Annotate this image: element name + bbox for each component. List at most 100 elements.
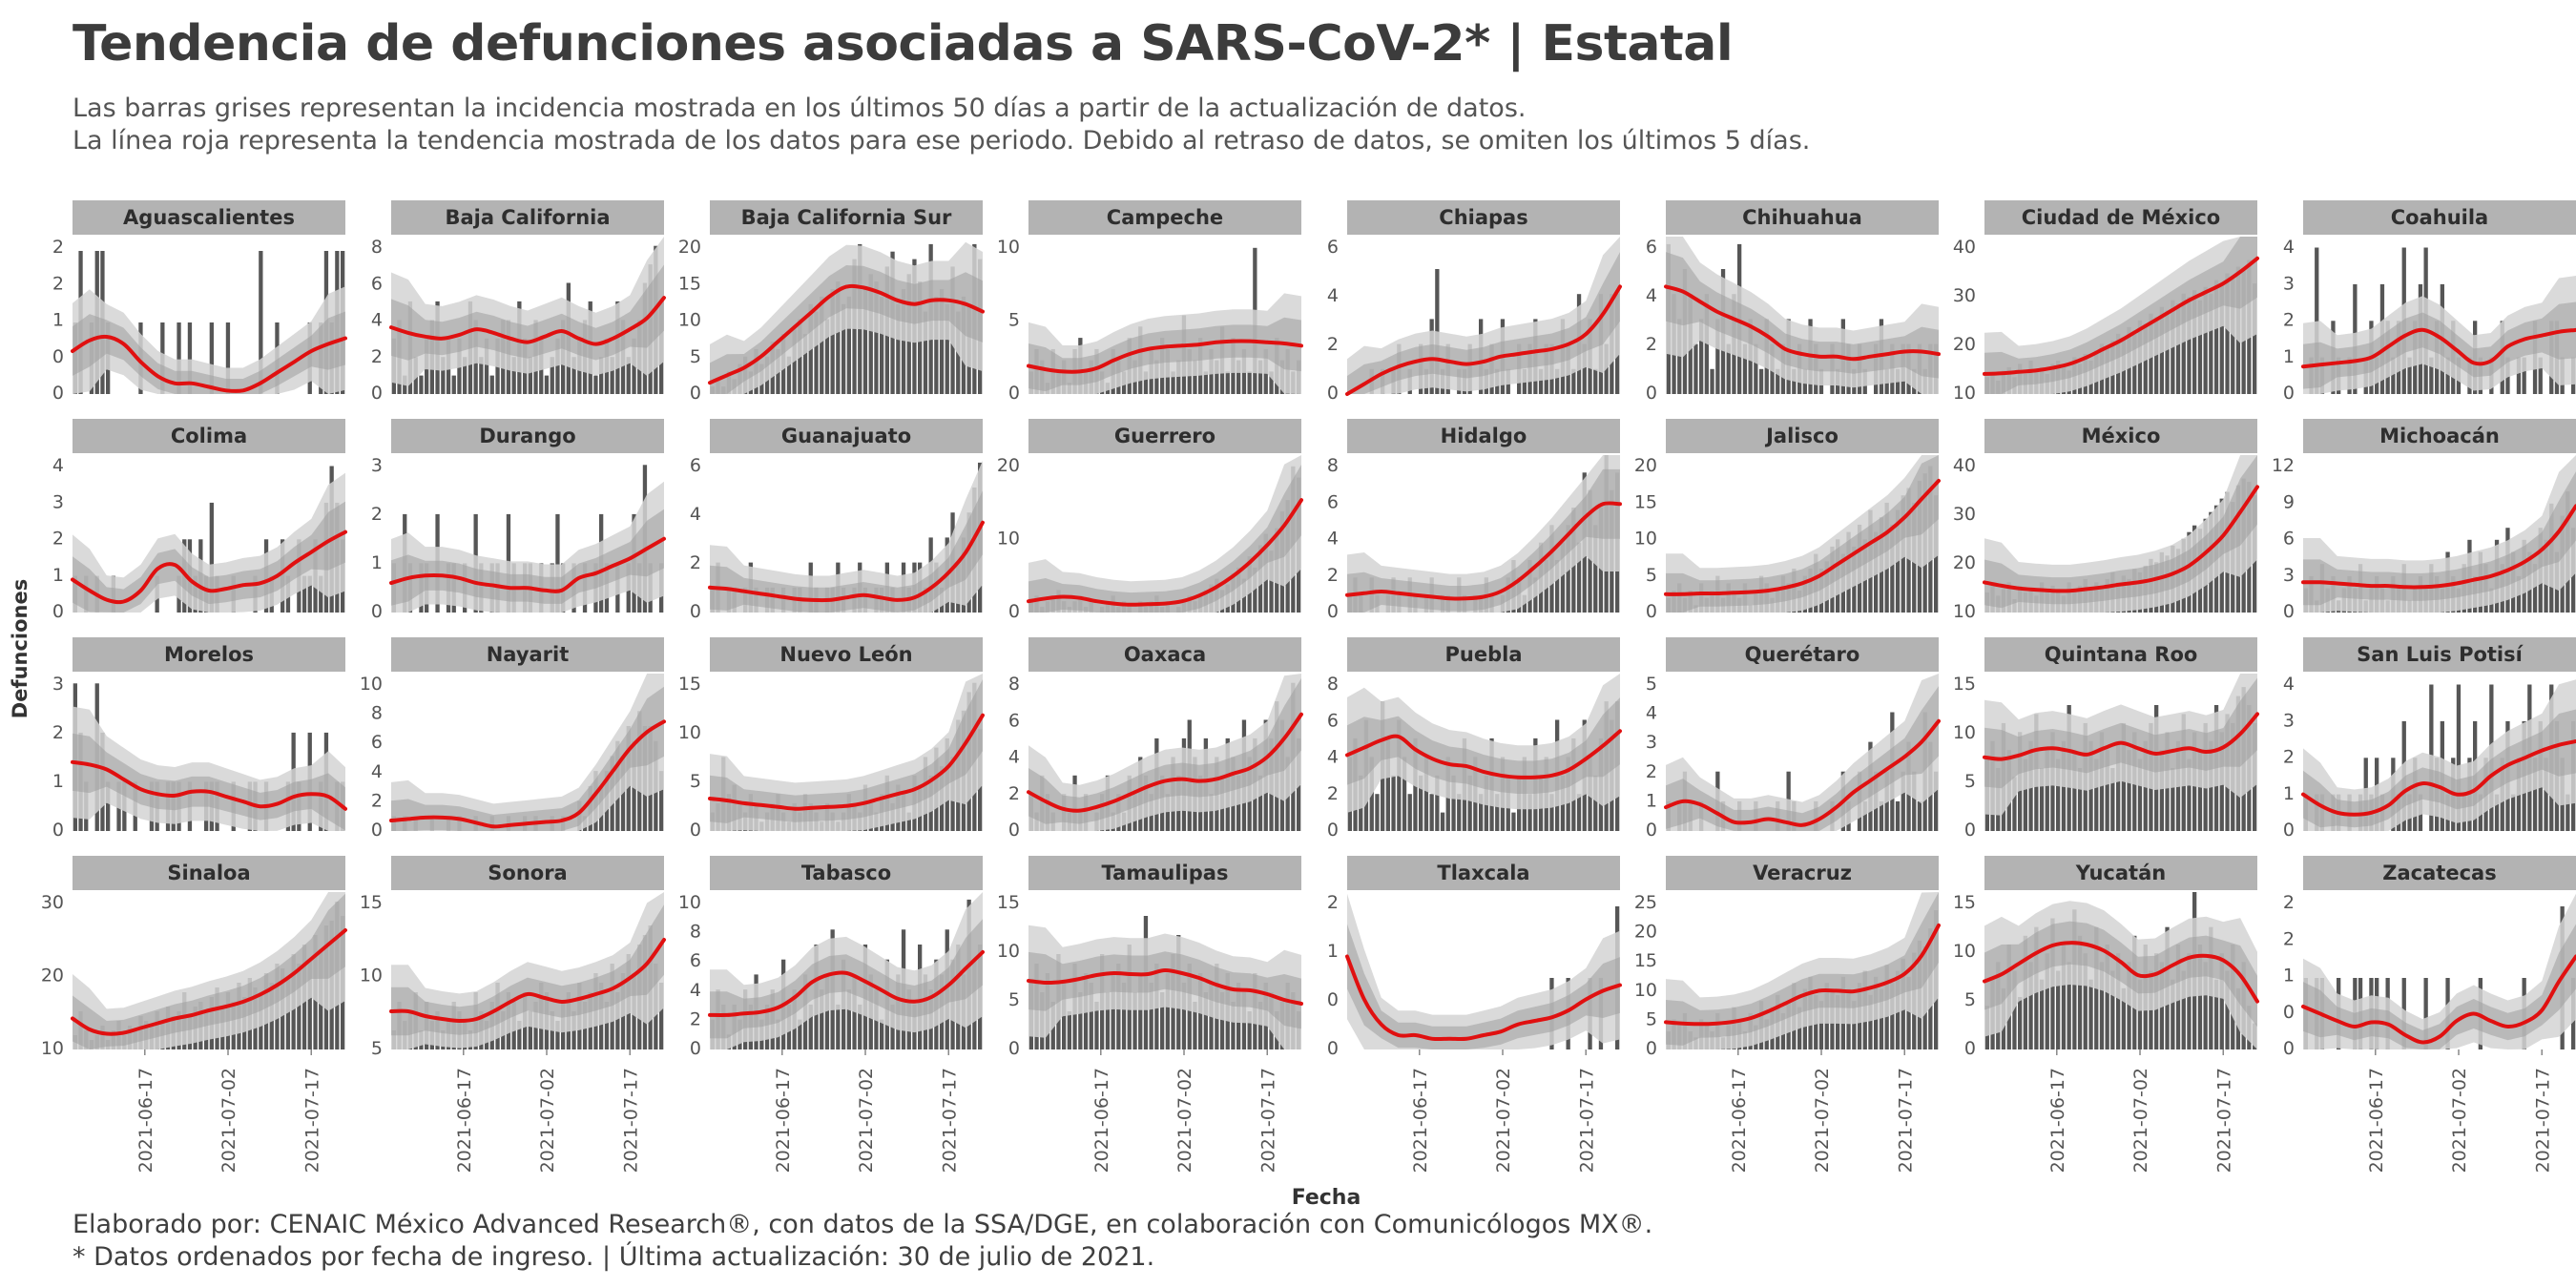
panel-19: Nuevo León 0 5 10 15: [678, 637, 985, 841]
bar: [1257, 775, 1263, 831]
y-tick-label: 0: [371, 601, 383, 622]
bar: [1571, 368, 1576, 394]
bar: [419, 375, 424, 394]
trend-line: [1027, 339, 1303, 374]
y-tick-label: 2: [1327, 334, 1339, 355]
panel-16: Michoacán 0 3 6 9 12: [2272, 419, 2576, 622]
trend-line: [71, 334, 347, 393]
y-tick-label: 6: [690, 455, 701, 476]
bar: [2175, 303, 2181, 394]
bar: [1385, 737, 1390, 831]
bar: [1402, 757, 1407, 831]
bar: [896, 303, 901, 394]
panel-strip: [1347, 856, 1620, 890]
panel-strip: [1984, 200, 2257, 235]
y-tick-label: 3: [2283, 710, 2295, 731]
y-tick-label: 10: [1953, 722, 1976, 743]
panel-strip-label: Tabasco: [801, 862, 891, 884]
confidence-band-inner: [1347, 468, 1620, 613]
y-tick-label: 25: [1634, 892, 1657, 913]
bar: [550, 357, 554, 394]
y-tick-label: 2: [1327, 892, 1339, 913]
panel-strip-label: Puebla: [1445, 643, 1523, 666]
y-tick-label: 0: [1327, 989, 1339, 1010]
bar: [2137, 758, 2143, 831]
panel-strip: [73, 637, 345, 672]
bar: [2511, 794, 2516, 831]
bar: [593, 375, 598, 394]
y-tick-label: 2: [52, 529, 64, 550]
y-tick-label: 6: [690, 950, 701, 971]
bar: [1479, 794, 1484, 831]
y-tick-label: 0: [2283, 383, 2295, 404]
bar: [880, 296, 884, 394]
panel-strip-label: Quintana Roo: [2045, 643, 2198, 666]
bar: [528, 357, 532, 394]
bar: [2407, 357, 2412, 394]
bar: [814, 311, 819, 394]
bar: [1203, 992, 1208, 1049]
y-tick-label: 0: [1008, 601, 1020, 622]
panel-32: Zacatecas 0 0 1 2 2 2021-06-17 2021-07-02 2021-0…: [2283, 856, 2576, 1173]
trend-line: [1027, 712, 1303, 813]
bar: [2094, 758, 2099, 831]
bar: [544, 375, 550, 394]
bar: [2088, 979, 2093, 1049]
bar: [209, 322, 214, 394]
bar: [2067, 962, 2071, 1049]
bar: [301, 575, 307, 613]
y-tick-label: 1: [52, 310, 64, 331]
y-tick-label: 8: [371, 703, 383, 724]
panel-12: Guerrero 0 10 20: [997, 419, 1303, 622]
y-tick-label: 4: [690, 980, 701, 1001]
y-tick-label: 0: [1646, 383, 1657, 404]
x-tick-label: 2021-07-17: [620, 1068, 641, 1173]
trend-line: [71, 530, 347, 605]
x-tick-label: 2021-07-17: [1257, 1068, 1278, 1173]
x-tick-label: 2021-07-17: [1895, 1068, 1916, 1173]
bar: [945, 303, 949, 394]
bar: [517, 1021, 522, 1049]
bar: [2516, 357, 2522, 394]
bar: [2253, 283, 2257, 394]
bar: [1225, 371, 1230, 394]
y-tick-label: 2: [2283, 310, 2295, 331]
x-tick-label: 2021-07-17: [1576, 1068, 1597, 1173]
confidence-band-inner: [1984, 455, 2257, 609]
bar: [489, 375, 494, 394]
panel-strip: [2303, 419, 2576, 453]
panel-22: Querétaro 0 1 2 3 4 5: [1646, 637, 1941, 841]
trend-line: [389, 719, 666, 829]
y-tick-label: 0: [1008, 820, 1020, 841]
panel-strip-label: Yucatán: [2075, 862, 2166, 884]
bar: [2012, 970, 2017, 1049]
bar: [1457, 794, 1462, 831]
panel-strip: [1666, 637, 1939, 672]
bar: [1269, 551, 1274, 613]
y-tick-label: 10: [360, 674, 383, 695]
bar: [1912, 771, 1917, 831]
y-tick-label: 15: [997, 892, 1020, 913]
confidence-band-inner: [1666, 686, 1939, 831]
confidence-band-outer: [1347, 455, 1620, 613]
bar: [1792, 368, 1797, 394]
x-tick-label: 2021-07-02: [1493, 1068, 1514, 1173]
y-tick-label: 5: [690, 771, 701, 792]
panel-strip: [2303, 637, 2576, 672]
panel-14: Jalisco 0 5 10 15 20: [1634, 419, 1941, 622]
bar: [1576, 542, 1582, 613]
bar: [824, 974, 830, 1049]
bar: [808, 1004, 813, 1049]
bar: [2219, 953, 2224, 1049]
panel-17: Morelos 0 1 2 3: [52, 637, 347, 841]
panel-strip-label: Baja California Sur: [741, 206, 952, 229]
x-tick-label: 2021-06-17: [1091, 1068, 1112, 1173]
bar: [2225, 273, 2230, 394]
bar: [484, 338, 489, 394]
y-tick-label: 4: [1327, 747, 1339, 768]
bar: [1209, 794, 1214, 831]
y-tick-label: 10: [41, 1038, 64, 1059]
y-tick-label: 12: [2272, 455, 2295, 476]
panel-2: Baja California 0 2 4 6 8: [371, 200, 666, 404]
bar: [2197, 300, 2203, 394]
